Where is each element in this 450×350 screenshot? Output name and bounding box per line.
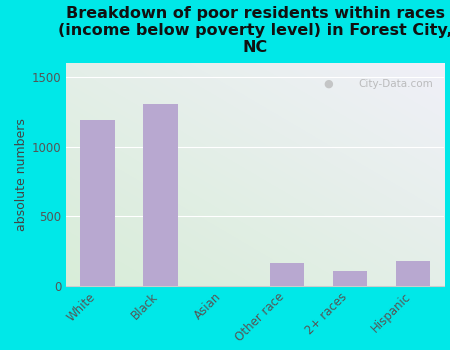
Y-axis label: absolute numbers: absolute numbers: [14, 118, 27, 231]
Text: City-Data.com: City-Data.com: [358, 79, 433, 89]
Bar: [81, 120, 115, 286]
Text: ●: ●: [324, 79, 333, 89]
Bar: [333, 271, 367, 286]
Title: Breakdown of poor residents within races
(income below poverty level) in Forest : Breakdown of poor residents within races…: [58, 6, 450, 55]
Bar: [144, 104, 178, 286]
Bar: [396, 261, 430, 286]
Bar: [270, 262, 304, 286]
